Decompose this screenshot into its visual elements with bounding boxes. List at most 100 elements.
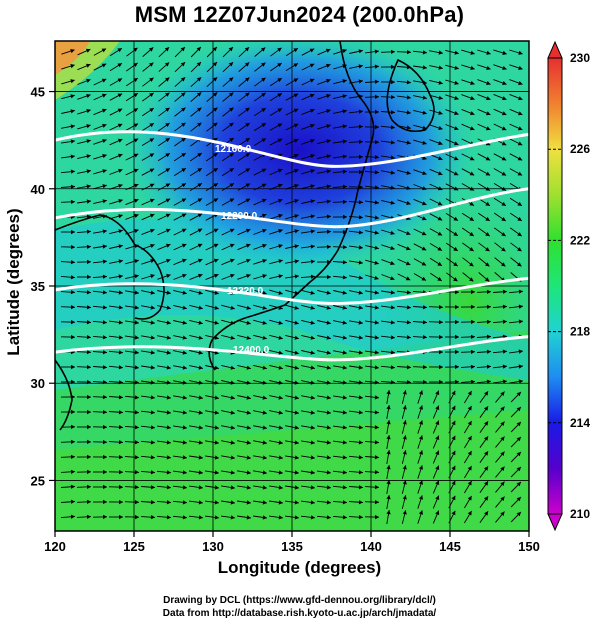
y-tick-label: 35 [31,279,45,294]
wind-arrowhead [228,47,233,52]
wind-arrowhead [309,78,315,83]
wind-arrowhead [118,425,123,430]
wind-arrowhead [358,365,363,370]
wind-arrowhead [103,410,107,415]
wind-arrowhead [374,380,379,385]
wind-arrowhead [278,485,283,490]
wind-arrowhead [342,365,347,370]
wind-arrowhead [246,425,251,430]
wind-arrowhead [406,80,411,85]
wind-arrowhead [197,122,202,127]
wind-arrowhead [230,273,235,278]
wind-arrowhead [342,380,347,385]
wind-arrowhead [149,123,154,128]
coastlines [55,41,435,431]
wind-arrowhead [246,305,251,310]
wind-arrowhead [278,259,283,264]
wind-arrowhead [326,78,331,83]
wind-arrowhead [435,405,440,410]
wind-arrowhead [134,290,139,295]
wind-arrowhead [198,515,203,520]
wind-arrowhead [418,510,423,515]
wind-arrowhead [294,305,299,310]
wind-arrowhead [150,395,155,400]
wind-arrowhead [149,153,155,158]
wind-arrowhead [310,290,315,295]
wind-arrowhead [213,198,219,203]
wind-arrowhead [358,335,363,340]
wind-arrowhead [86,335,91,340]
wind-arrowhead [149,77,154,82]
wind-arrowhead [485,126,491,131]
wind-arrowhead [70,275,75,280]
wind-arrowhead [70,94,75,99]
wind-arrowhead [102,290,107,295]
wind-arrowhead [374,260,379,265]
wind-arrowhead [87,439,91,445]
wind-arrowhead [454,141,459,146]
wind-arrowhead [406,290,411,295]
wind-arrowhead [390,200,395,205]
wind-arrowhead [407,50,411,55]
wind-arrowhead [454,80,459,85]
wind-arrowhead [326,154,331,159]
wind-arrowhead [358,109,363,114]
wind-arrowhead [402,420,407,425]
x-axis-label: Longitude (degrees) [217,558,382,577]
wind-arrowhead [374,170,379,175]
wind-arrowhead [165,77,170,82]
wind-arrowhead [246,515,251,520]
wind-arrowhead [278,213,283,218]
wind-arrowhead [149,183,155,188]
wind-arrowhead [391,64,395,70]
wind-arrowhead [149,108,154,113]
wind-arrowhead [118,153,123,158]
wind-arrowhead [118,365,123,370]
wind-arrowhead [390,261,395,266]
wind-arrowhead [85,48,91,53]
wind-arrowhead [293,63,298,68]
wind-arrowhead [439,349,443,355]
wind-arrowhead [102,244,107,249]
wind-arrowhead [87,379,91,385]
wind-arrowhead [245,228,251,233]
wind-arrowhead [118,395,123,400]
wind-arrowhead [310,350,315,355]
wind-arrowhead [358,200,363,205]
wind-arrowhead [294,470,299,475]
wind-arrowhead [278,515,283,520]
wind-arrowhead [326,365,331,370]
wind-arrowhead [438,95,443,100]
wind-arrowhead [418,480,423,485]
colorbar-label: 210 [570,507,590,521]
wind-arrowhead [374,215,379,220]
wind-arrowhead [501,201,506,206]
wind-arrowhead [310,199,315,204]
wind-arrowhead [294,455,299,460]
wind-arrowhead [374,79,379,84]
wind-arrowhead [406,125,411,130]
wind-arrowhead [310,395,315,400]
wind-arrowhead [402,450,407,455]
wind-arrowhead [245,168,250,173]
wind-arrowhead [86,350,91,355]
wind-arrowhead [181,168,186,173]
wind-arrowhead [402,465,407,470]
wind-arrowhead [502,304,507,309]
wind-arrowhead [294,184,299,189]
wind-arrowhead [118,290,123,295]
wind-arrowhead [245,183,251,188]
wind-arrowhead [439,320,443,325]
wind-arrowhead [87,454,91,460]
y-tick-label: 25 [31,473,45,488]
wind-arrowhead [134,455,139,460]
wind-arrowhead [150,228,155,233]
wind-arrowhead [500,451,505,456]
wind-arrowhead [71,439,75,444]
colorbar-body [547,57,563,515]
wind-arrowhead [102,154,107,159]
x-tick-label: 145 [439,539,461,554]
wind-arrowhead [486,111,491,116]
wind-arrowhead [278,440,283,445]
wind-arrowhead [102,320,107,325]
